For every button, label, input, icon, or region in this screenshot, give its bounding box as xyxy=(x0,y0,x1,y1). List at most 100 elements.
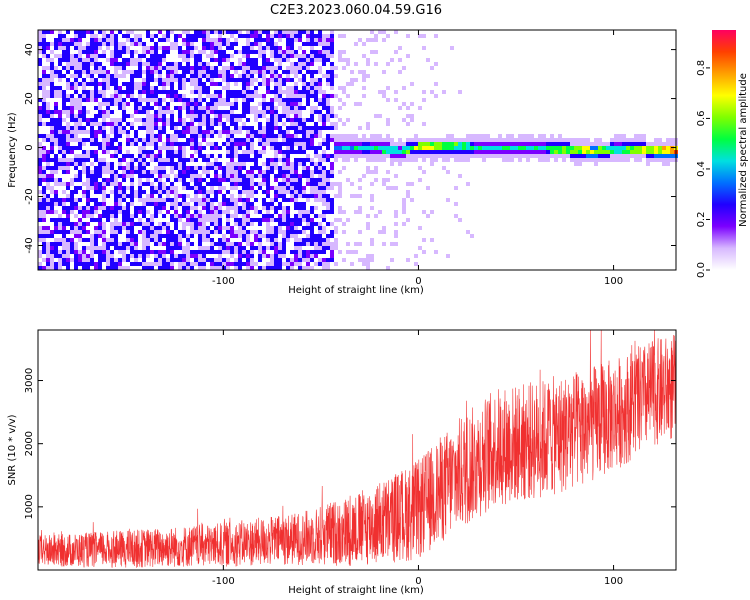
heatmap-cell xyxy=(174,70,178,74)
heatmap-cell xyxy=(314,214,318,218)
heatmap-cell xyxy=(54,142,58,146)
heatmap-cell xyxy=(294,242,298,246)
heatmap-cell xyxy=(282,162,286,166)
heatmap-cell xyxy=(218,210,222,214)
heatmap-cell xyxy=(230,170,234,174)
heatmap-cell xyxy=(66,262,70,266)
heatmap-cell xyxy=(338,206,342,210)
heatmap-cell xyxy=(322,54,326,58)
heatmap-cell xyxy=(38,86,42,90)
heatmap-cell xyxy=(330,166,334,170)
heatmap-cell xyxy=(42,30,46,34)
heatmap-cell xyxy=(214,166,218,170)
heatmap-y-axis-label: Frequency (Hz) xyxy=(7,112,18,188)
heatmap-cell xyxy=(362,134,366,138)
heatmap-cell xyxy=(70,110,74,114)
heatmap-cell xyxy=(330,246,334,250)
heatmap-cell xyxy=(238,30,242,34)
heatmap-cell xyxy=(422,122,426,126)
heatmap-cell xyxy=(38,162,42,166)
heatmap-cell xyxy=(342,142,346,146)
heatmap-cell xyxy=(158,174,162,178)
heatmap-cell xyxy=(314,50,318,54)
heatmap-cell xyxy=(178,254,182,258)
heatmap-cell xyxy=(126,242,130,246)
heatmap-cell xyxy=(190,106,194,110)
heatmap-cell xyxy=(170,114,174,118)
heatmap-cell xyxy=(638,154,642,158)
heatmap-cell xyxy=(162,258,166,262)
heatmap-cell xyxy=(202,130,206,134)
heatmap-cell xyxy=(342,146,346,150)
heatmap-cell xyxy=(90,214,94,218)
heatmap-cell xyxy=(102,114,106,118)
heatmap-cell xyxy=(278,102,282,106)
heatmap-cell xyxy=(38,254,42,258)
heatmap-cell xyxy=(82,98,86,102)
heatmap-cell xyxy=(518,154,522,158)
heatmap-cell xyxy=(294,234,298,238)
heatmap-cell xyxy=(282,210,286,214)
heatmap-cell xyxy=(62,66,66,70)
heatmap-cell xyxy=(306,258,310,262)
heatmap-cell xyxy=(130,126,134,130)
heatmap-cell xyxy=(66,86,70,90)
heatmap-cell xyxy=(102,178,106,182)
heatmap-cell xyxy=(530,138,534,142)
heatmap-cell xyxy=(234,122,238,126)
heatmap-cell xyxy=(490,154,494,158)
heatmap-cell xyxy=(134,258,138,262)
heatmap-cell xyxy=(162,174,166,178)
heatmap-cell xyxy=(174,178,178,182)
heatmap-cell xyxy=(82,86,86,90)
heatmap-cell xyxy=(162,54,166,58)
heatmap-cell xyxy=(90,70,94,74)
heatmap-cell xyxy=(158,54,162,58)
heatmap-cell xyxy=(78,58,82,62)
heatmap-cell xyxy=(294,98,298,102)
heatmap-cell xyxy=(258,70,262,74)
heatmap-cell xyxy=(298,142,302,146)
heatmap-cell xyxy=(270,118,274,122)
heatmap-cell xyxy=(214,214,218,218)
heatmap-cell xyxy=(70,146,74,150)
heatmap-cell xyxy=(222,238,226,242)
heatmap-cell xyxy=(182,30,186,34)
heatmap-cell xyxy=(178,46,182,50)
heatmap-cell xyxy=(234,178,238,182)
heatmap-cell xyxy=(262,130,266,134)
heatmap-cell xyxy=(274,98,278,102)
heatmap-cell xyxy=(74,166,78,170)
heatmap-cell xyxy=(258,182,262,186)
heatmap-cell xyxy=(146,70,150,74)
heatmap-cell xyxy=(178,150,182,154)
heatmap-cell xyxy=(242,234,246,238)
heatmap-cell xyxy=(170,254,174,258)
heatmap-cell xyxy=(294,230,298,234)
heatmap-cell xyxy=(38,58,42,62)
heatmap-cell xyxy=(134,70,138,74)
heatmap-cell xyxy=(86,58,90,62)
heatmap-cell xyxy=(198,182,202,186)
heatmap-cell xyxy=(82,250,86,254)
heatmap-cell xyxy=(294,226,298,230)
heatmap-cell xyxy=(146,58,150,62)
heatmap-cell xyxy=(170,46,174,50)
heatmap-cell xyxy=(150,158,154,162)
heatmap-cell xyxy=(250,250,254,254)
heatmap-cell xyxy=(58,258,62,262)
heatmap-cell xyxy=(634,150,638,154)
heatmap-cell xyxy=(170,138,174,142)
heatmap-cell xyxy=(238,154,242,158)
heatmap-cell xyxy=(554,154,558,158)
heatmap-cell xyxy=(98,250,102,254)
heatmap-cell xyxy=(486,154,490,158)
heatmap-cell xyxy=(226,218,230,222)
heatmap-cell xyxy=(166,134,170,138)
heatmap-cell xyxy=(314,162,318,166)
heatmap-cell xyxy=(206,46,210,50)
heatmap-cell xyxy=(398,162,402,166)
heatmap-cell xyxy=(298,130,302,134)
heatmap-cell xyxy=(238,254,242,258)
